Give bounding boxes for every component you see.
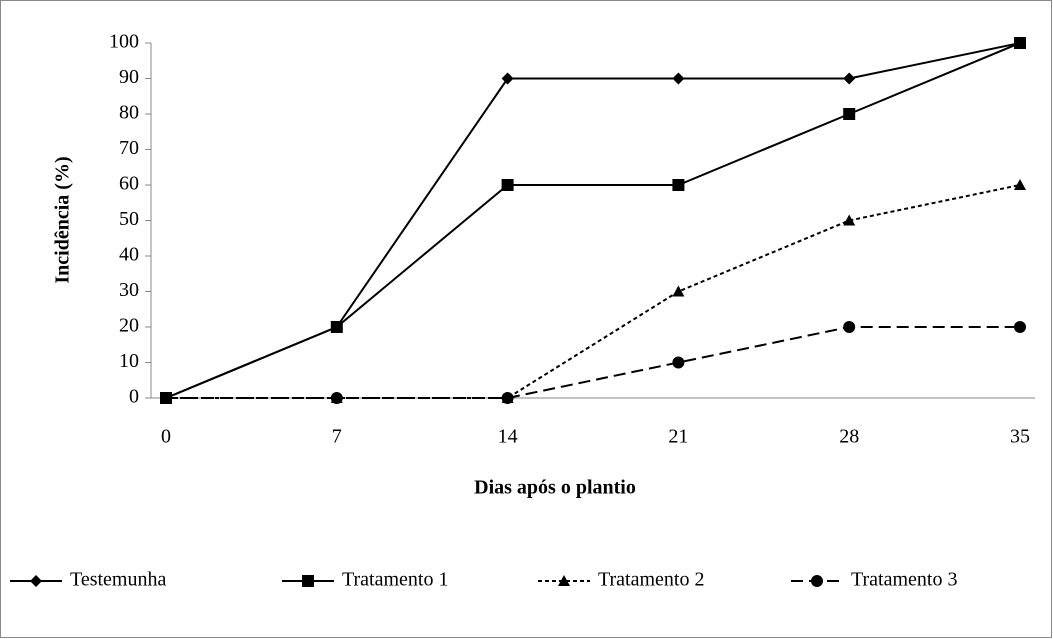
y-tick-label: 70 (119, 137, 139, 159)
marker (330, 392, 343, 404)
marker (1014, 321, 1026, 333)
legend-label: Testemunha (70, 569, 166, 591)
y-tick-label: 10 (119, 350, 139, 372)
legend-marker (558, 575, 570, 586)
marker (672, 179, 685, 191)
legend-label: Tratamento 1 (342, 569, 448, 591)
series-line (166, 184, 1021, 399)
marker (330, 321, 343, 333)
marker (1014, 37, 1026, 49)
legend-marker (302, 575, 314, 587)
y-tick-label: 30 (119, 279, 139, 301)
legend-label: Tratamento 3 (851, 569, 957, 591)
marker (843, 214, 856, 226)
x-tick-label: 7 (332, 426, 342, 448)
marker (843, 321, 856, 333)
y-tick-label: 90 (119, 66, 139, 88)
legend-marker (811, 575, 823, 587)
x-tick-label: 35 (1010, 426, 1030, 448)
marker (672, 72, 685, 85)
marker (1014, 179, 1026, 190)
marker (160, 392, 172, 404)
y-tick-label: 20 (119, 315, 139, 337)
x-tick-label: 28 (839, 426, 859, 448)
x-tick-label: 0 (161, 426, 171, 448)
marker (672, 285, 685, 297)
marker (501, 72, 514, 85)
y-tick-label: 40 (119, 244, 139, 266)
y-tick-label: 50 (119, 208, 139, 230)
y-tick-label: 60 (119, 173, 139, 195)
marker (843, 108, 856, 120)
x-tick-label: 14 (498, 426, 518, 448)
x-axis-label: Dias após o plantio (474, 477, 636, 499)
y-axis-label: Incidência (%) (52, 156, 74, 283)
marker (843, 72, 856, 85)
marker (672, 356, 685, 369)
y-tick-label: 100 (109, 31, 139, 53)
x-tick-label: 21 (668, 426, 688, 448)
legend-label: Tratamento 2 (598, 569, 704, 591)
y-tick-label: 80 (119, 102, 139, 124)
y-tick-label: 0 (129, 386, 139, 408)
marker (501, 179, 514, 191)
series-line (165, 42, 1021, 399)
legend-marker (30, 575, 42, 587)
marker (501, 392, 514, 404)
